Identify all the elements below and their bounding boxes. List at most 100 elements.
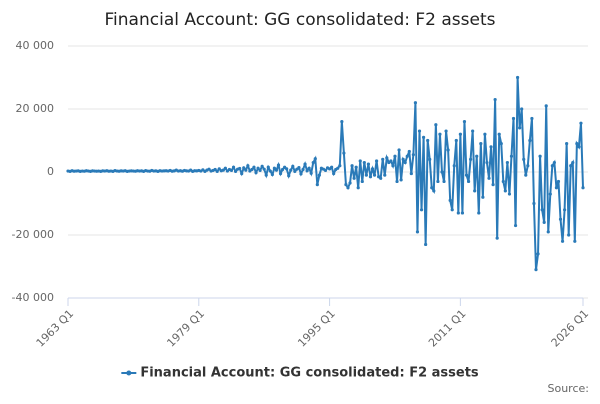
data-point bbox=[260, 164, 264, 168]
data-point bbox=[223, 166, 227, 170]
data-point bbox=[254, 171, 258, 175]
data-point bbox=[483, 132, 487, 136]
data-point bbox=[370, 167, 375, 171]
data-point bbox=[464, 173, 469, 177]
data-point bbox=[305, 169, 309, 173]
data-point bbox=[354, 165, 358, 169]
source: Source: bbox=[548, 382, 590, 395]
data-point bbox=[509, 154, 514, 158]
data-point bbox=[342, 151, 346, 155]
data-point bbox=[513, 223, 518, 228]
data-point bbox=[364, 173, 368, 177]
data-point bbox=[466, 179, 471, 184]
data-point bbox=[368, 175, 373, 179]
data-point bbox=[303, 162, 307, 166]
data-point bbox=[405, 154, 409, 158]
data-point bbox=[276, 163, 281, 167]
data-point bbox=[487, 176, 491, 180]
data-point bbox=[569, 164, 573, 168]
data-point bbox=[444, 129, 448, 133]
data-point bbox=[307, 166, 311, 170]
data-point bbox=[256, 166, 260, 170]
data-point bbox=[374, 159, 379, 163]
data-point bbox=[379, 176, 383, 180]
data-point bbox=[315, 183, 319, 187]
data-point bbox=[291, 164, 295, 168]
data-point bbox=[258, 168, 262, 173]
data-point bbox=[552, 160, 556, 165]
data-point bbox=[311, 160, 315, 165]
data-point bbox=[460, 211, 465, 215]
data-point bbox=[426, 138, 430, 143]
data-point bbox=[262, 167, 266, 171]
data-point bbox=[381, 157, 385, 161]
data-point bbox=[462, 120, 467, 124]
x-tick-label: 2011 Q1 bbox=[426, 307, 469, 350]
data-point bbox=[501, 179, 505, 184]
data-point bbox=[419, 208, 424, 212]
data-point bbox=[440, 170, 444, 174]
data-point bbox=[266, 165, 270, 169]
data-point bbox=[238, 166, 242, 171]
data-point bbox=[536, 252, 540, 256]
data-point bbox=[452, 164, 456, 168]
data-point bbox=[323, 168, 328, 173]
y-tick-label: 0 bbox=[47, 165, 54, 178]
data-point bbox=[538, 154, 542, 158]
data-point bbox=[297, 165, 301, 170]
data-point bbox=[252, 165, 256, 169]
data-point bbox=[571, 160, 575, 165]
data-point bbox=[344, 183, 348, 187]
data-point bbox=[317, 173, 321, 177]
data-point bbox=[362, 160, 366, 165]
data-point bbox=[558, 217, 563, 221]
data-point bbox=[454, 138, 458, 143]
legend-marker bbox=[126, 370, 132, 376]
data-point bbox=[397, 148, 401, 152]
data-point bbox=[313, 157, 317, 161]
data-point bbox=[556, 179, 561, 184]
data-point bbox=[403, 160, 407, 165]
data-point bbox=[532, 201, 536, 206]
data-point bbox=[399, 178, 403, 182]
data-point bbox=[468, 157, 473, 161]
data-point bbox=[330, 165, 334, 169]
data-point bbox=[477, 211, 481, 215]
data-point bbox=[481, 195, 485, 199]
data-point bbox=[526, 164, 530, 168]
x-tick-label: 1963 Q1 bbox=[34, 307, 77, 350]
data-point bbox=[240, 171, 244, 176]
data-point bbox=[511, 116, 516, 121]
data-point bbox=[430, 186, 434, 190]
data-point bbox=[542, 220, 546, 224]
data-point bbox=[393, 154, 397, 158]
data-point bbox=[401, 157, 405, 161]
data-point bbox=[221, 168, 225, 172]
data-point bbox=[503, 189, 507, 193]
data-point bbox=[471, 129, 475, 133]
y-tick-label: 40 000 bbox=[16, 39, 55, 52]
data-point bbox=[356, 186, 360, 190]
data-point bbox=[522, 157, 526, 161]
data-point bbox=[485, 160, 489, 165]
y-tick-label: -20 000 bbox=[12, 228, 54, 241]
data-point bbox=[217, 167, 221, 171]
data-point bbox=[336, 166, 340, 170]
data-point bbox=[338, 164, 342, 168]
data-point bbox=[270, 172, 274, 177]
data-point bbox=[358, 159, 362, 163]
data-point bbox=[389, 159, 393, 163]
data-point bbox=[428, 157, 432, 161]
data-point bbox=[264, 173, 268, 177]
data-point bbox=[458, 132, 462, 136]
data-point bbox=[340, 120, 344, 124]
data-point bbox=[280, 167, 285, 172]
data-point bbox=[352, 176, 356, 180]
data-point bbox=[417, 129, 422, 133]
data-point bbox=[505, 160, 509, 165]
data-point bbox=[520, 107, 524, 111]
chart-title: Financial Account: GG consolidated: F2 a… bbox=[105, 10, 496, 30]
data-point bbox=[391, 164, 395, 168]
data-point bbox=[456, 211, 460, 215]
data-point bbox=[577, 145, 581, 149]
